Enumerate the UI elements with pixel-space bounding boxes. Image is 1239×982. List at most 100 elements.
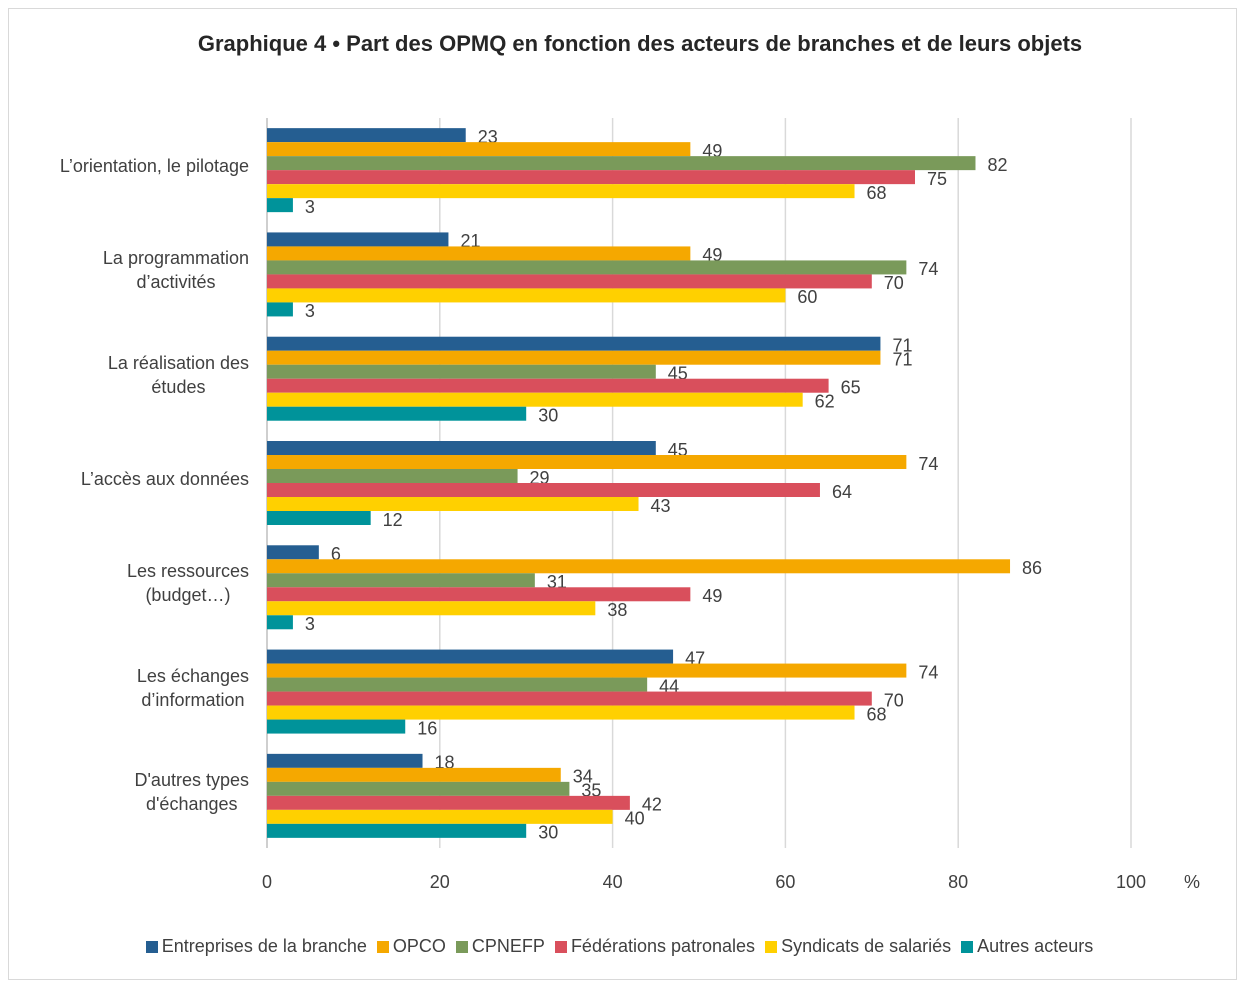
data-label: 30 [538, 823, 558, 843]
bar [267, 336, 881, 351]
bar [267, 441, 656, 455]
data-label: 70 [884, 690, 904, 710]
bar [267, 649, 674, 664]
y-tick-label: L’accès aux données [80, 469, 249, 489]
data-label: 43 [651, 496, 671, 516]
data-label: 3 [305, 614, 315, 634]
bar [267, 511, 371, 525]
data-label: 12 [383, 510, 403, 530]
bar [267, 601, 596, 616]
bar [267, 705, 855, 720]
data-label: 74 [918, 259, 938, 279]
bar [267, 232, 449, 247]
data-label: 75 [927, 169, 947, 189]
y-tick-label: Les échanges d’information [136, 665, 249, 710]
data-label: 3 [305, 301, 315, 321]
legend-label: Entreprises de la branche [161, 936, 367, 956]
bar [267, 497, 639, 511]
data-label: 23 [478, 127, 498, 147]
data-label: 16 [417, 718, 437, 738]
bar [267, 545, 319, 560]
bar [267, 364, 656, 379]
bar [267, 260, 907, 275]
bar [267, 677, 648, 692]
bar [267, 781, 570, 796]
x-tick-label: 0 [262, 872, 272, 892]
bar [267, 274, 872, 289]
legend-label: CPNEFP [471, 936, 545, 956]
bar [267, 128, 466, 143]
bar [267, 288, 786, 303]
legend-item: CPNEFP [455, 936, 545, 957]
bar [267, 663, 907, 678]
legend-swatch [455, 940, 468, 953]
data-label: 18 [435, 753, 455, 773]
bar [267, 198, 293, 213]
bar [267, 483, 820, 497]
y-tick-label: La programmation d’activités [102, 248, 249, 293]
legend-label: Fédérations patronales [570, 936, 756, 956]
bar [267, 615, 293, 630]
data-label: 65 [841, 377, 861, 397]
data-label: 34 [573, 767, 593, 787]
data-label: 40 [625, 809, 645, 829]
data-label: 6 [331, 544, 341, 564]
data-label: 64 [832, 482, 852, 502]
data-label: 42 [642, 795, 662, 815]
legend-label: Autres acteurs [977, 936, 1094, 956]
x-tick-label: 40 [603, 872, 623, 892]
data-label: 47 [685, 648, 705, 668]
data-label: 70 [884, 273, 904, 293]
y-tick-label: La réalisation des études [107, 352, 249, 397]
data-label: 71 [892, 335, 912, 355]
legend-swatch [554, 940, 567, 953]
data-label: 49 [702, 586, 722, 606]
bar [267, 469, 518, 483]
bar [267, 184, 855, 199]
legend-item: Entreprises de la branche [145, 936, 367, 957]
legend-item: Autres acteurs [961, 936, 1093, 957]
x-tick-label: 80 [948, 872, 968, 892]
bar [267, 719, 406, 734]
bar [267, 767, 561, 782]
x-tick-label: 20 [430, 872, 450, 892]
bar [267, 406, 527, 421]
data-label: 49 [702, 245, 722, 265]
data-label: 38 [607, 600, 627, 620]
bar [267, 573, 535, 588]
data-label: 68 [867, 704, 887, 724]
bar [267, 809, 613, 824]
x-tick-label: 100 [1116, 872, 1146, 892]
data-label: 49 [702, 141, 722, 161]
bar [267, 156, 976, 171]
bar [267, 302, 293, 317]
chart-frame [8, 8, 1237, 980]
data-label: 45 [668, 363, 688, 383]
legend-swatch [961, 940, 974, 953]
bar [267, 587, 691, 602]
bar [267, 455, 907, 469]
bar [267, 142, 691, 157]
data-label: 21 [460, 231, 480, 251]
chart-title: Graphique 4 • Part des OPMQ en fonction … [197, 31, 1083, 56]
data-label: 74 [918, 454, 938, 474]
data-label: 62 [815, 391, 835, 411]
legend-item: Fédérations patronales [554, 936, 756, 957]
data-label: 60 [797, 287, 817, 307]
data-label: 86 [1022, 558, 1042, 578]
bar [267, 378, 829, 393]
y-tick-label: L’orientation, le pilotage [59, 156, 249, 177]
bar [267, 350, 881, 365]
data-label: 71 [892, 349, 912, 369]
bar [267, 392, 803, 407]
y-tick-label: D'autres types d'échanges [134, 769, 250, 814]
data-label: 3 [305, 197, 315, 217]
data-label: 45 [668, 440, 688, 460]
data-label: 29 [530, 468, 550, 488]
legend-label: Syndicats de salariés [781, 936, 952, 956]
legend-swatch [765, 940, 778, 953]
x-axis-label: % [1184, 872, 1200, 892]
data-label: 35 [581, 781, 601, 801]
